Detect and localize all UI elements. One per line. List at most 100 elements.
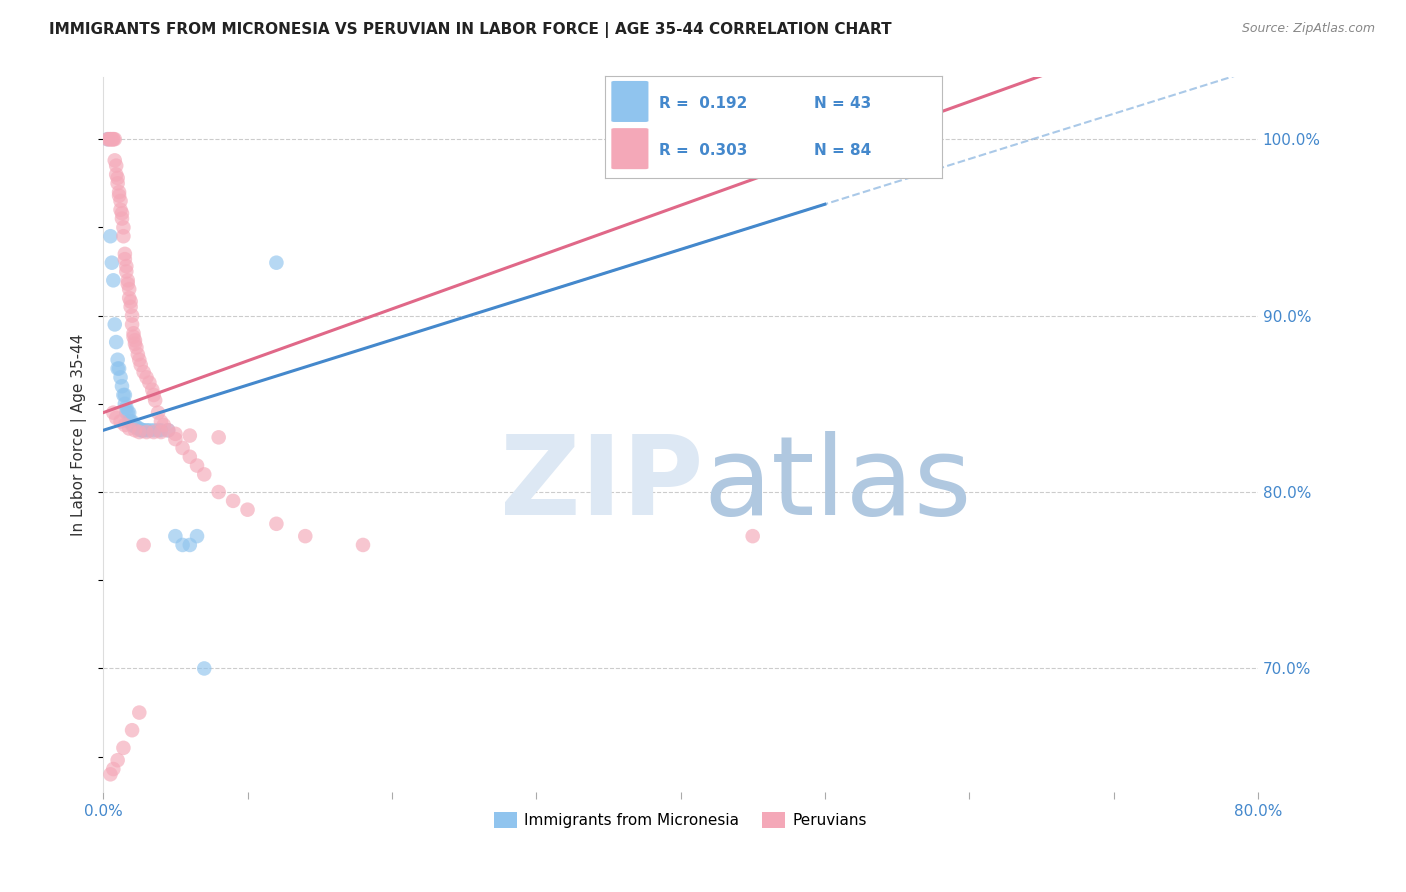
Point [236, 502, 259, 516]
Point [111, 211, 134, 226]
Point [118, 414, 141, 428]
Point [124, 334, 146, 348]
Point [132, 365, 155, 379]
Point [179, 450, 201, 464]
Point [132, 423, 155, 437]
Point [135, 423, 157, 437]
Point [125, 340, 148, 354]
Point [110, 414, 132, 428]
Point [157, 423, 180, 437]
Text: R =  0.192: R = 0.192 [658, 96, 747, 111]
Point [115, 259, 138, 273]
Point [100, 132, 122, 146]
Point [114, 417, 136, 432]
Point [104, 132, 127, 146]
Point [121, 309, 143, 323]
Point [96, 132, 118, 146]
Point [115, 264, 138, 278]
Point [141, 383, 163, 397]
Point [121, 417, 143, 432]
Point [118, 421, 141, 435]
Point [103, 132, 125, 146]
Point [129, 358, 152, 372]
Point [118, 406, 141, 420]
Point [741, 132, 763, 146]
Point [138, 376, 160, 390]
Point [108, 361, 131, 376]
Text: ZIP: ZIP [501, 431, 703, 538]
Point [101, 132, 124, 146]
Point [208, 430, 231, 444]
Point [266, 255, 288, 269]
Point [107, 753, 129, 767]
Point [108, 188, 131, 202]
Point [100, 767, 122, 781]
Point [172, 538, 194, 552]
Point [266, 516, 288, 531]
Point [193, 661, 215, 675]
Point [186, 529, 208, 543]
Point [132, 538, 155, 552]
Point [128, 706, 150, 720]
Point [117, 273, 139, 287]
Point [111, 379, 134, 393]
Point [111, 206, 134, 220]
Point [143, 393, 166, 408]
Point [112, 740, 135, 755]
Point [114, 397, 136, 411]
Point [149, 423, 172, 437]
Point [115, 406, 138, 420]
Point [104, 153, 127, 168]
Point [186, 458, 208, 473]
Point [135, 425, 157, 439]
Point [142, 388, 165, 402]
Point [107, 361, 129, 376]
Point [352, 538, 374, 552]
Point [128, 425, 150, 439]
Point [138, 423, 160, 437]
Point [741, 529, 763, 543]
Point [125, 419, 148, 434]
Point [117, 406, 139, 420]
Point [122, 326, 145, 341]
Point [105, 168, 128, 182]
Point [135, 370, 157, 384]
Point [101, 255, 124, 269]
Point [103, 406, 125, 420]
Point [121, 723, 143, 738]
Point [112, 388, 135, 402]
Point [112, 220, 135, 235]
Point [108, 185, 131, 199]
Text: R =  0.303: R = 0.303 [658, 144, 747, 158]
Text: N = 84: N = 84 [814, 144, 872, 158]
Point [105, 334, 128, 349]
Point [107, 171, 129, 186]
Point [104, 318, 127, 332]
Legend: Immigrants from Micronesia, Peruvians: Immigrants from Micronesia, Peruvians [488, 806, 873, 834]
Point [128, 352, 150, 367]
Point [165, 529, 187, 543]
Point [179, 428, 201, 442]
Point [121, 414, 143, 428]
Point [179, 538, 201, 552]
Point [110, 194, 132, 208]
FancyBboxPatch shape [612, 128, 648, 169]
Point [114, 388, 136, 402]
Point [157, 423, 180, 437]
Point [122, 330, 145, 344]
Point [118, 291, 141, 305]
Point [165, 432, 187, 446]
Point [120, 294, 142, 309]
Point [117, 277, 139, 291]
Point [128, 421, 150, 435]
Point [121, 318, 143, 332]
Point [172, 441, 194, 455]
Point [114, 247, 136, 261]
Point [112, 229, 135, 244]
Point [114, 252, 136, 267]
Point [120, 414, 142, 428]
Point [105, 411, 128, 425]
Point [127, 421, 149, 435]
Point [149, 414, 172, 428]
Text: N = 43: N = 43 [814, 96, 872, 111]
